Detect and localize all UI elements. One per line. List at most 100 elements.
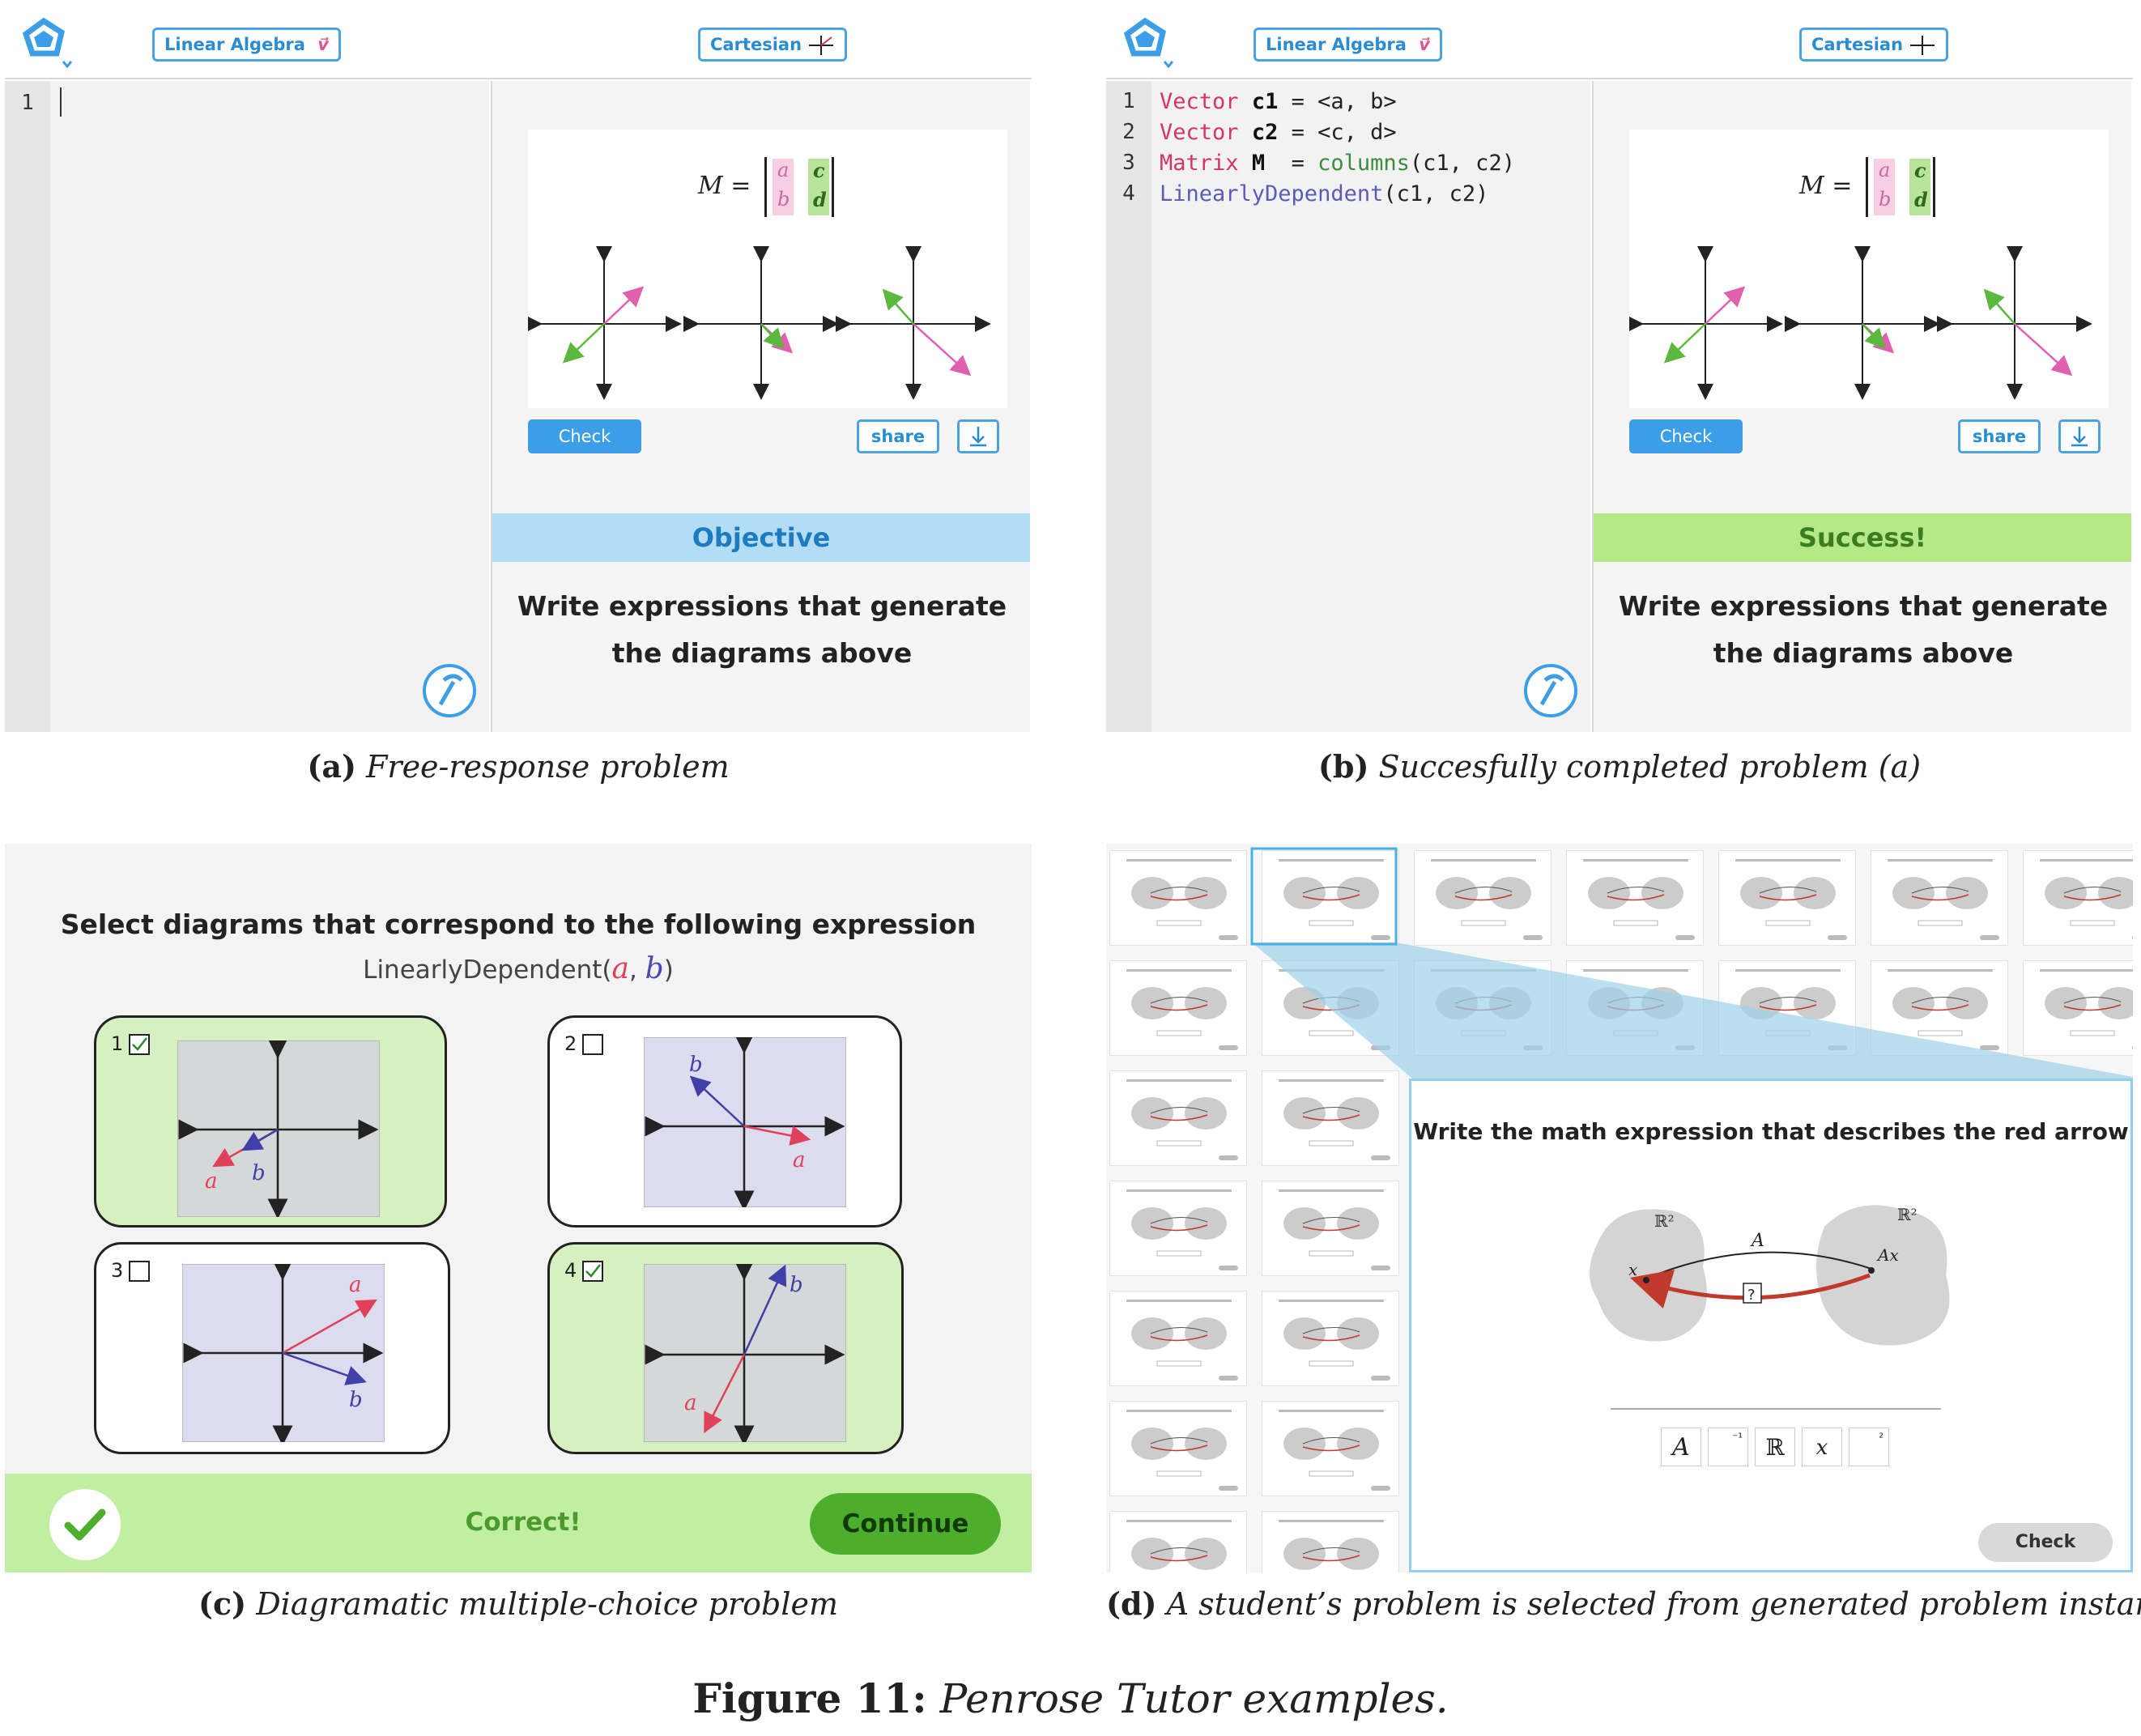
vector-b-label: b	[349, 1388, 363, 1412]
vector-b: b	[645, 952, 664, 985]
download-button[interactable]	[957, 419, 999, 453]
problem-thumbnail[interactable]	[1262, 1181, 1399, 1276]
code-editor[interactable]: 1 2 3 4 Vector c1 = <a, b> Vector c2 = <…	[1106, 81, 1590, 732]
check-button[interactable]: Check	[528, 419, 641, 453]
vector-arrow-icon: v⃗	[1419, 35, 1430, 54]
palette-symbol-squared[interactable]: ²	[1849, 1428, 1889, 1466]
problem-thumbnail[interactable]	[1262, 1401, 1399, 1496]
check-button[interactable]: Check	[1629, 419, 1743, 453]
problem-thumbnail[interactable]	[1109, 960, 1247, 1056]
problem-thumbnail[interactable]	[2023, 850, 2133, 946]
share-button[interactable]: share	[1958, 419, 2041, 453]
text-cursor	[60, 87, 62, 117]
transformation-diagram: ℝ² ℝ² A x Ax ?	[1590, 1205, 1950, 1346]
choice-checkbox-checked[interactable]	[582, 1261, 603, 1282]
matrix-column-2	[808, 159, 829, 215]
problem-thumbnail[interactable]	[1871, 850, 2008, 946]
hammer-icon[interactable]	[1522, 662, 1579, 719]
code-keyword: Vector	[1160, 89, 1239, 114]
thumbnail-preview	[1126, 969, 1238, 1050]
problem-thumbnail[interactable]	[1109, 1511, 1247, 1572]
choice-number: 4	[564, 1259, 577, 1282]
subject-selector-button[interactable]: Linear Algebra v⃗	[152, 28, 341, 62]
problem-prompt: Write the math expression that describes…	[1413, 1118, 2129, 1145]
problem-thumbnail[interactable]	[1109, 1070, 1247, 1166]
palette-symbol-vector-x[interactable]: x	[1802, 1428, 1842, 1466]
line-number: 2	[1122, 120, 1135, 144]
codomain-blob	[1816, 1205, 1950, 1346]
hammer-icon[interactable]	[421, 662, 478, 719]
problem-thumbnail[interactable]	[2023, 960, 2133, 1056]
continue-button[interactable]: Continue	[810, 1493, 1001, 1555]
map-label: A	[1750, 1231, 1764, 1251]
unknown-label: ?	[1747, 1287, 1756, 1304]
choice-card-3[interactable]: 3 a b	[94, 1242, 450, 1454]
thumbnail-preview	[1583, 859, 1695, 940]
checkmark-icon	[585, 1264, 601, 1278]
download-button[interactable]	[2058, 419, 2101, 453]
problem-thumbnail[interactable]	[1414, 850, 1551, 946]
thumbnail-preview	[1279, 1079, 1390, 1160]
vector-arrow-icon: v⃗	[317, 35, 329, 54]
check-button[interactable]: Check	[1978, 1523, 2113, 1562]
top-bar: Linear Algebra v⃗ Cartesian	[5, 8, 1032, 79]
problem-thumbnail[interactable]	[1262, 1511, 1399, 1572]
problem-thumbnail[interactable]	[1109, 1291, 1247, 1386]
question-title: Select diagrams that correspond to the f…	[60, 908, 977, 940]
problem-thumbnail[interactable]	[1566, 850, 1704, 946]
problem-prompt: Write expressions that generate the diag…	[517, 590, 1007, 669]
line-gutter	[5, 81, 50, 732]
caption-text: A student’s problem is selected from gen…	[1166, 1586, 2141, 1622]
code-line-2: Vector c2 = <c, d>	[1160, 120, 1397, 145]
choice-card-2[interactable]: 2 a b	[547, 1015, 902, 1228]
problem-prompt: Write expressions that generate the diag…	[1618, 590, 2109, 669]
palette-symbol-inverse[interactable]: ⁻¹	[1708, 1428, 1748, 1466]
problem-thumbnail[interactable]	[1109, 1181, 1247, 1276]
choice-checkbox-checked[interactable]	[129, 1034, 150, 1055]
top-bar: Linear Algebra v⃗ Cartesian	[1106, 8, 2133, 79]
matrix-column-1	[1874, 159, 1895, 215]
share-button[interactable]: share	[857, 419, 939, 453]
diagram-3	[1937, 246, 2092, 400]
palette-symbol-a[interactable]: A	[1661, 1428, 1701, 1466]
choice-checkbox[interactable]	[129, 1261, 150, 1282]
choice-checkbox[interactable]	[582, 1034, 603, 1055]
problem-thumbnail[interactable]	[1718, 850, 1856, 946]
problem-thumbnail[interactable]	[1262, 1070, 1399, 1166]
matrix-equation: M = a b c d	[1799, 154, 1977, 219]
line-number: 1	[21, 91, 34, 115]
crosshair-icon	[809, 36, 834, 55]
vector-a: a	[611, 952, 629, 985]
matrix-entry-c: c	[813, 159, 825, 182]
matrix-entry-d: d	[1914, 188, 1928, 211]
subject-selector-button[interactable]: Linear Algebra v⃗	[1254, 28, 1442, 62]
penrose-logo-icon[interactable]	[1121, 16, 1177, 71]
code-function: LinearlyDependent	[1160, 181, 1384, 206]
problem-thumbnail[interactable]	[1262, 1291, 1399, 1386]
problem-thumbnail[interactable]	[1109, 850, 1247, 946]
subject-label: Linear Algebra	[164, 35, 305, 54]
thumbnail-preview	[1735, 859, 1847, 940]
answer-input-line[interactable]	[1611, 1408, 1941, 1410]
caption-text: Succesfully completed problem (a)	[1378, 749, 1922, 785]
figure-text: Penrose Tutor examples.	[939, 1675, 1449, 1722]
panel-d-generated-instances: Write the math expression that describes…	[1106, 844, 2133, 1572]
choice-plot: a b	[182, 1264, 385, 1442]
choice-card-1[interactable]: 1 a b	[94, 1015, 447, 1228]
thumbnail-preview	[1126, 1189, 1238, 1270]
domain-selector-button[interactable]: Cartesian	[1799, 28, 1949, 62]
check-circle-icon	[49, 1489, 121, 1560]
choice-card-4[interactable]: 4 a b	[547, 1242, 904, 1454]
code-rest: = <c, d>	[1278, 120, 1397, 145]
penrose-logo-icon[interactable]	[19, 16, 76, 71]
diagram-card: M = a b c d	[1629, 130, 2109, 408]
thumbnail-preview	[1279, 1410, 1390, 1491]
problem-thumbnail[interactable]	[1109, 1401, 1247, 1496]
caption-tag: (b)	[1317, 748, 1369, 785]
checkmark-icon	[132, 1037, 147, 1051]
palette-symbol-reals[interactable]: ℝ	[1755, 1428, 1795, 1466]
domain-selector-button[interactable]: Cartesian	[698, 28, 848, 62]
code-editor[interactable]: 1	[5, 81, 489, 732]
line-gutter	[1106, 81, 1151, 732]
matrix-entry-a: a	[777, 159, 790, 181]
